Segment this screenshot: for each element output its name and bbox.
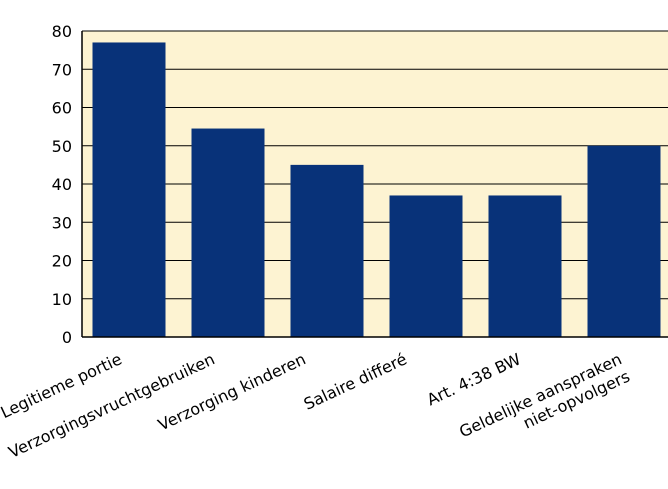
grid-lines <box>82 30 668 300</box>
y-tick-label: 10 <box>52 290 72 309</box>
y-tick-label: 0 <box>62 328 72 347</box>
bar <box>290 164 364 337</box>
bar <box>587 145 661 337</box>
x-axis: Legitieme portieVerzorgingsvruchtgebruik… <box>0 336 668 462</box>
bars <box>92 42 661 337</box>
bar <box>191 128 265 337</box>
y-tick-label: 20 <box>52 252 72 271</box>
y-tick-label: 60 <box>52 99 72 118</box>
x-tick-label: Salaire differé <box>301 349 410 413</box>
bar <box>389 195 463 337</box>
x-tick-label: Verzorging kinderen <box>155 349 309 434</box>
y-tick-label: 70 <box>52 60 72 79</box>
y-tick-label: 40 <box>52 175 72 194</box>
y-tick-label: 30 <box>52 213 72 232</box>
bar <box>92 42 166 337</box>
x-tick-label-line: Verzorging kinderen <box>155 349 309 434</box>
x-tick-label-line: Salaire differé <box>301 349 410 413</box>
y-axis: 0 10 20 30 40 50 60 70 80 <box>52 22 83 347</box>
y-tick-label: 80 <box>52 22 72 41</box>
bar <box>488 195 562 337</box>
y-tick-label: 50 <box>52 137 72 156</box>
